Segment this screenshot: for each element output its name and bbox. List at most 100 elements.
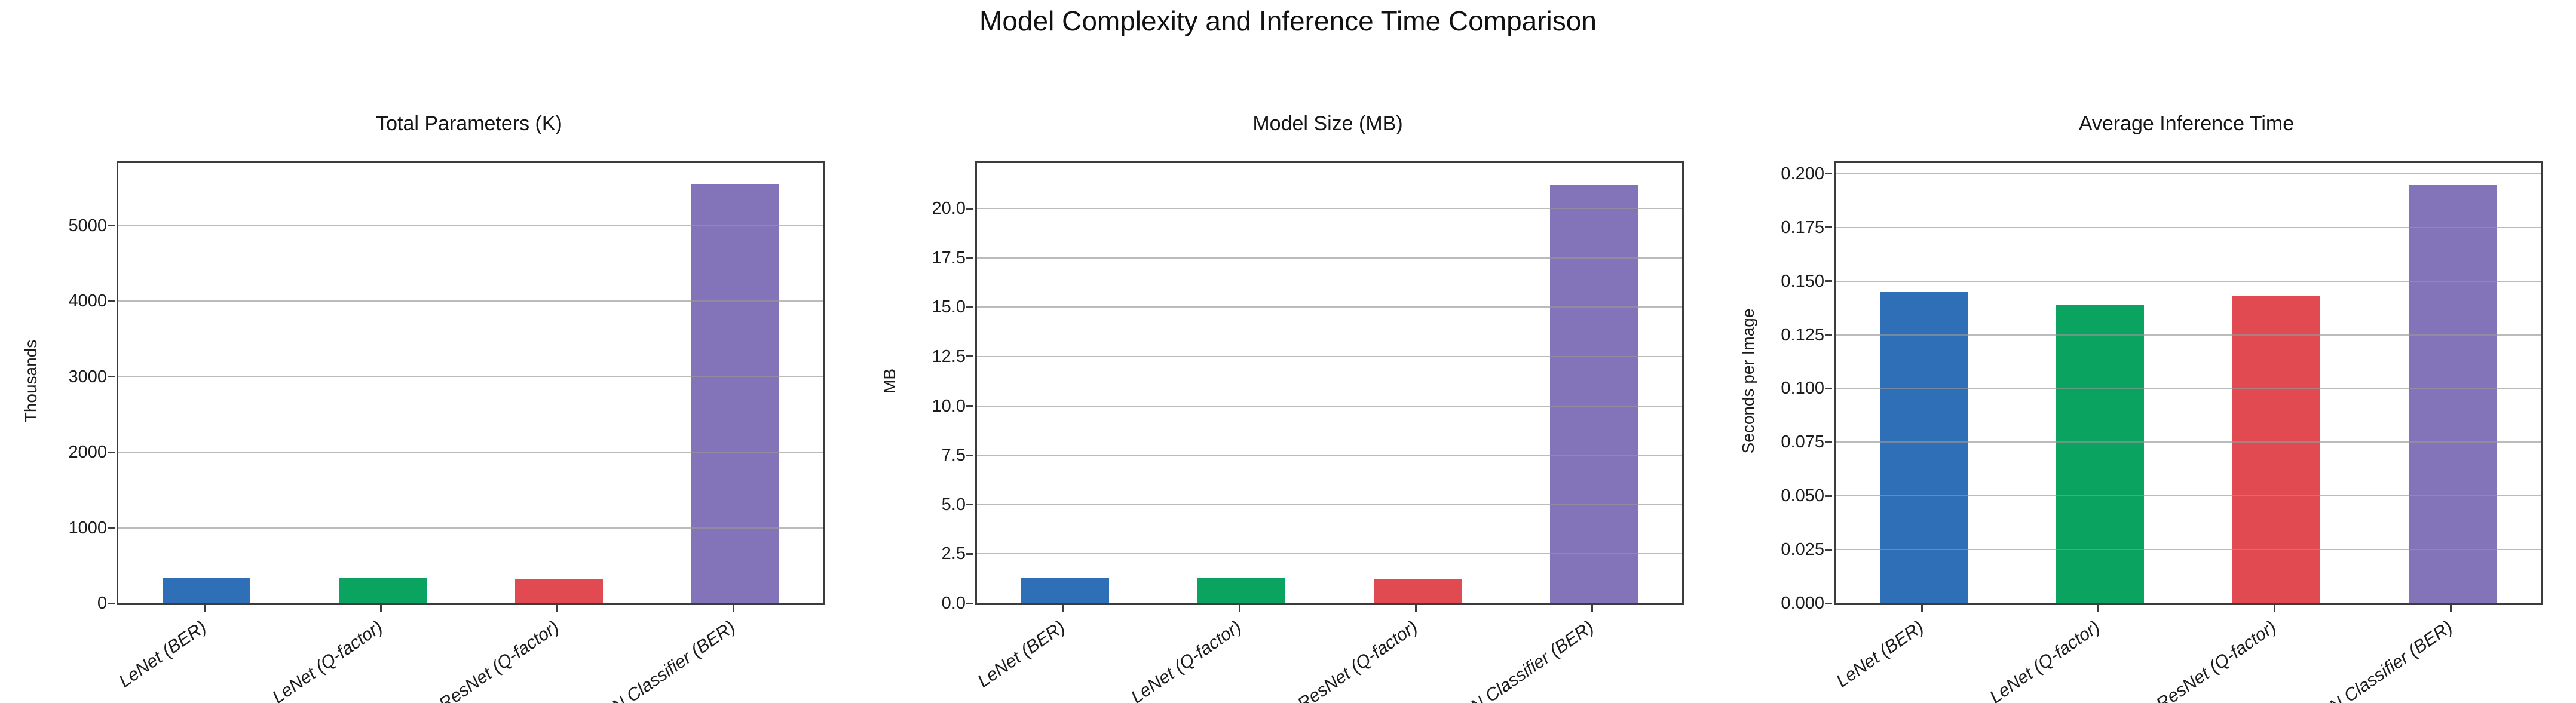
gridline	[977, 306, 1682, 308]
subplot-model-size-mb: Model Size (MB) MB 0.0 2.5 5.0 7.5 10.0 12.5 1…	[859, 102, 1717, 703]
y-tick-label: 4000	[68, 291, 107, 311]
gridline	[977, 553, 1682, 555]
subplot-title: Total Parameters (K)	[376, 112, 562, 135]
x-tick-mark	[1239, 605, 1240, 612]
gridline	[1836, 280, 2541, 282]
x-tick-label-cnn-classifier-ber: CNN Classifier (BER)	[587, 617, 739, 703]
y-tick-mark	[1825, 226, 1832, 229]
plot-area	[1834, 161, 2543, 605]
y-tick-mark	[1825, 548, 1832, 551]
x-tick-mark	[2274, 605, 2275, 612]
y-tick-label: 0.125	[1781, 325, 1824, 345]
bar-cnn-classifier-ber	[691, 184, 779, 603]
y-tick-label: 5.0	[941, 495, 966, 514]
y-tick-mark	[1825, 602, 1832, 604]
y-tick-label: 1000	[68, 518, 107, 538]
y-tick-mark	[966, 306, 973, 308]
bar-cnn-classifier-ber	[2409, 184, 2497, 603]
y-tick-mark	[966, 207, 973, 210]
subplot-title: Model Size (MB)	[1252, 112, 1403, 135]
bar-wide-resnet-q-factor	[515, 579, 603, 603]
bar-lenet-ber	[1021, 578, 1109, 603]
y-tick-mark	[108, 451, 115, 453]
gridline	[1836, 388, 2541, 389]
plot-area	[975, 161, 1684, 605]
gridline	[1836, 441, 2541, 443]
y-tick-mark	[108, 602, 115, 604]
gridline	[977, 405, 1682, 407]
x-tick-mark	[1062, 605, 1064, 612]
x-tick-mark	[1591, 605, 1593, 612]
y-tick-label: 15.0	[932, 297, 966, 317]
y-tick-mark	[966, 257, 973, 259]
y-tick-label: 0.025	[1781, 540, 1824, 560]
plot-area	[117, 161, 825, 605]
bar-wide-resnet-q-factor	[2232, 296, 2320, 603]
y-tick-mark	[1825, 280, 1832, 283]
gridline	[977, 355, 1682, 357]
x-tick-mark	[556, 605, 558, 612]
y-tick-label: 0.075	[1781, 432, 1824, 452]
gridline	[977, 257, 1682, 259]
gridline	[118, 452, 823, 453]
y-tick-mark	[966, 405, 973, 407]
subplot-average-inference-time: Average Inference Time Seconds per Image…	[1717, 102, 2576, 703]
subplot-total-parameters-k: Total Parameters (K) Thousands 0 1000 2000…	[0, 102, 859, 703]
y-tick-label: 20.0	[932, 199, 966, 218]
x-tick-label-lenet-ber: LeNet (BER)	[115, 617, 210, 692]
y-tick-label: 0.000	[1781, 594, 1824, 613]
y-tick-mark	[966, 552, 973, 555]
y-tick-mark	[966, 602, 973, 604]
y-tick-mark	[108, 225, 115, 227]
gridline	[1836, 495, 2541, 497]
y-tick-mark	[1825, 441, 1832, 443]
x-tick-mark	[2450, 605, 2452, 612]
y-tick-label: 2000	[68, 443, 107, 462]
gridline	[977, 208, 1682, 209]
gridline	[1836, 173, 2541, 174]
y-tick-label: 0.200	[1781, 164, 1824, 183]
y-tick-label: 3000	[68, 367, 107, 386]
y-tick-label: 17.5	[932, 248, 966, 268]
gridline	[118, 527, 823, 529]
x-tick-mark	[733, 605, 734, 612]
y-tick-mark	[966, 355, 973, 358]
x-tick-label-cnn-classifier-ber: CNN Classifier (BER)	[2304, 617, 2456, 703]
y-tick-label: 12.5	[932, 346, 966, 366]
gridline	[118, 300, 823, 302]
y-tick-label: 7.5	[941, 446, 966, 465]
gridline	[1836, 334, 2541, 336]
gridline	[1836, 549, 2541, 551]
gridline	[977, 455, 1682, 456]
y-tick-mark	[108, 527, 115, 529]
x-tick-mark	[380, 605, 382, 612]
x-tick-label-lenet-ber: LeNet (BER)	[1833, 617, 1928, 692]
gridline	[118, 376, 823, 377]
bar-cnn-classifier-ber	[1550, 185, 1638, 603]
bar-lenet-q-factor	[2056, 305, 2144, 603]
y-tick-mark	[966, 504, 973, 506]
x-tick-mark	[1921, 605, 1923, 612]
gridline	[1836, 226, 2541, 228]
x-tick-mark	[204, 605, 206, 612]
x-tick-label-lenet-ber: LeNet (BER)	[974, 617, 1069, 692]
gridline	[977, 504, 1682, 505]
y-tick-mark	[1825, 173, 1832, 175]
y-tick-label: 10.0	[932, 396, 966, 416]
bar-lenet-q-factor	[1197, 578, 1285, 603]
y-tick-label: 2.5	[941, 544, 966, 564]
y-axis-label: MB	[880, 369, 899, 394]
x-tick-label-cnn-classifier-ber: CNN Classifier (BER)	[1445, 617, 1598, 703]
y-tick-mark	[1825, 334, 1832, 336]
y-tick-label: 0.100	[1781, 379, 1824, 398]
y-tick-label: 5000	[68, 216, 107, 235]
y-tick-mark	[1825, 387, 1832, 389]
bar-lenet-q-factor	[339, 578, 427, 603]
y-tick-mark	[966, 454, 973, 456]
bar-lenet-ber	[163, 578, 250, 603]
y-tick-mark	[108, 300, 115, 302]
y-tick-label: 0.0	[941, 594, 966, 613]
x-tick-mark	[1415, 605, 1417, 612]
y-tick-label: 0.050	[1781, 486, 1824, 506]
